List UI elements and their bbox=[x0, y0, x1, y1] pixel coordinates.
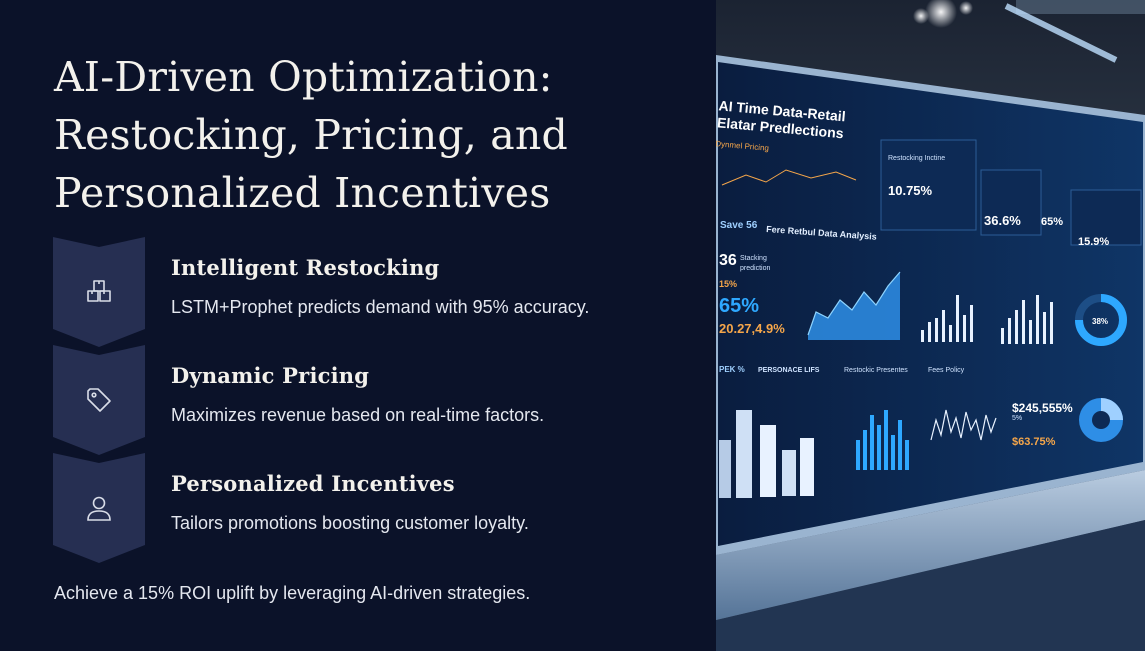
content-panel: AI-Driven Optimization: Restocking, Pric… bbox=[53, 53, 693, 603]
line-chart-1 bbox=[721, 169, 857, 186]
value-10-75: 10.75% bbox=[888, 183, 933, 198]
bar-chart-3 bbox=[719, 410, 814, 498]
page-title: AI-Driven Optimization: Restocking, Pric… bbox=[54, 53, 568, 217]
label-prediction: prediction bbox=[740, 265, 770, 272]
box-icon bbox=[84, 277, 114, 307]
step-chevron bbox=[53, 345, 145, 455]
bar-chart-4 bbox=[856, 410, 909, 470]
line-chart-2 bbox=[930, 409, 997, 441]
value-38: 38% bbox=[1092, 317, 1108, 326]
step-personalized-incentives: Personalized Incentives Tailors promotio… bbox=[53, 453, 693, 563]
step-dynamic-pricing: Dynamic Pricing Maximizes revenue based … bbox=[53, 345, 693, 455]
label-save: Save 56 bbox=[720, 220, 758, 231]
step-title: Personalized Incentives bbox=[171, 471, 455, 496]
footer-text: Achieve a 15% ROI uplift by leveraging A… bbox=[54, 583, 531, 603]
step-description: LSTM+Prophet predicts demand with 95% ac… bbox=[171, 297, 590, 317]
bar-chart-2 bbox=[1001, 295, 1053, 344]
user-icon bbox=[84, 493, 114, 523]
steps-list: Intelligent Restocking LSTM+Prophet pred… bbox=[53, 237, 693, 563]
label-pek: PEK % bbox=[719, 365, 745, 374]
value-20-27: 20.27,4.9% bbox=[719, 321, 785, 336]
label-stacking: Stacking bbox=[740, 255, 767, 262]
step-description: Maximizes revenue based on real-time fac… bbox=[171, 405, 545, 425]
panel-restocking bbox=[880, 139, 977, 231]
label-personal: PERSONACE LIFS bbox=[758, 367, 820, 374]
label-restocking: Restocking Inctine bbox=[888, 155, 945, 162]
value-63-75: $63.75% bbox=[1012, 436, 1056, 448]
value-15-9: 15.9% bbox=[1078, 236, 1109, 248]
value-245555: $245,555% bbox=[1012, 401, 1073, 415]
dashboard-photo: AI Time Data-Retail Elatar Predlections … bbox=[716, 0, 1145, 651]
label-5pct: 5% bbox=[1012, 415, 1022, 422]
step-description: Tailors promotions boosting customer loy… bbox=[171, 513, 529, 533]
value-36: 36 bbox=[719, 252, 737, 269]
label-15pct: 15% bbox=[719, 279, 737, 289]
step-title: Dynamic Pricing bbox=[171, 363, 370, 388]
area-chart bbox=[808, 272, 900, 340]
label-restocking-presence: Restockic Presentes bbox=[844, 367, 908, 374]
step-chevron bbox=[53, 237, 145, 347]
step-title: Intelligent Restocking bbox=[171, 255, 440, 280]
value-36-6: 36.6% bbox=[984, 213, 1021, 228]
step-intelligent-restocking: Intelligent Restocking LSTM+Prophet pred… bbox=[53, 237, 693, 347]
bar-chart-1 bbox=[921, 295, 973, 342]
label-fees-policy: Fees Policy bbox=[928, 367, 965, 374]
value-65a: 65% bbox=[1041, 216, 1063, 228]
value-65b: 65% bbox=[719, 295, 759, 317]
tag-icon bbox=[84, 385, 114, 415]
